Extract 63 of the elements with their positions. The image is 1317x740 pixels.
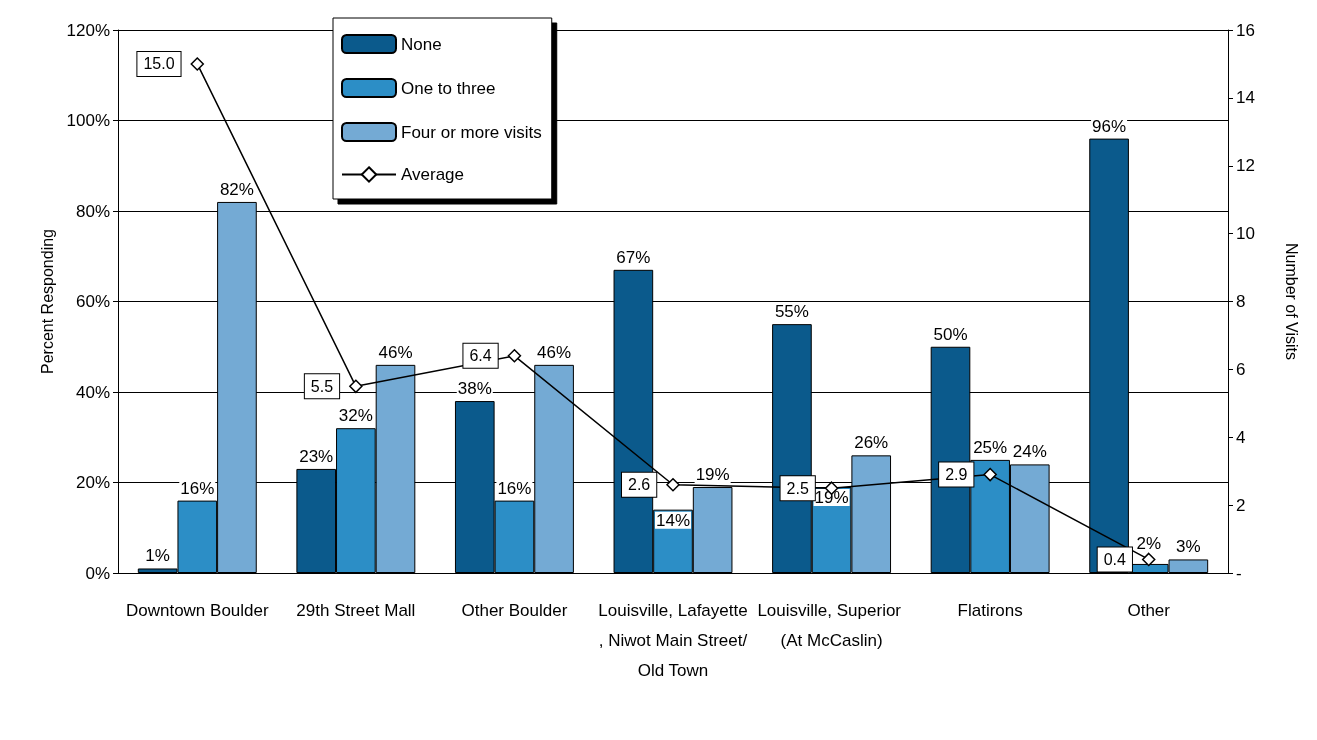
x-tick-label: Louisville, Lafayette, Niwot Main Street/Old Town [598, 600, 748, 680]
data-label: 2.6 [628, 476, 651, 494]
x-tick-label: 29th Street Mall [296, 600, 416, 620]
legend-label: Four or more visits [401, 122, 542, 142]
data-label: 32% [338, 406, 373, 426]
y2-tick-label: 10 [1236, 224, 1255, 244]
y-tick-label: 100% [66, 111, 110, 130]
y2-tick-label: 2 [1236, 495, 1246, 515]
y-tick-label: 40% [75, 382, 110, 402]
legend-label: None [401, 34, 442, 54]
y2-tick-label: 6 [1236, 359, 1246, 379]
data-label: 19% [695, 465, 730, 485]
point [666, 478, 680, 492]
data-label: 15.0 [143, 55, 175, 73]
data-label: 23% [299, 446, 334, 466]
legend-label: One to three [401, 78, 496, 98]
y2-tick-label: 16 [1236, 20, 1255, 40]
data-label: 3% [1176, 537, 1201, 557]
data-label: 55% [774, 302, 809, 322]
y-tick-label: 120% [66, 20, 110, 40]
data-label: 50% [933, 324, 968, 344]
y-tick-label: 20% [75, 473, 110, 492]
x-tick-label: Louisville, Superior (At McCaslin) [757, 600, 906, 650]
point [983, 467, 997, 482]
data-label: 26% [854, 433, 889, 453]
point [190, 57, 205, 71]
x-tick-label: Flatirons [957, 600, 1023, 620]
y2-tick-label: 12 [1236, 156, 1255, 176]
data-label: 24% [1012, 442, 1047, 462]
data-label: 14% [655, 510, 691, 530]
data-label: 67% [616, 247, 651, 267]
y2-axis-title: Number of Visits [1282, 242, 1300, 361]
y2-tick-label: 4 [1236, 427, 1246, 447]
data-label: 25% [973, 437, 1008, 457]
legend-label: Average [401, 165, 465, 184]
y2-tick-label: 14 [1236, 88, 1255, 108]
data-label: 5.5 [310, 377, 334, 395]
y-tick-label: 0% [85, 563, 110, 583]
data-label: 46% [537, 342, 572, 362]
y-tick-label: 80% [75, 201, 110, 221]
y-tick-label: 60% [75, 292, 110, 311]
data-label: 38% [457, 379, 492, 399]
y2-tick-label: - [1236, 563, 1242, 583]
data-label: 1% [145, 546, 170, 566]
data-label: 2.9 [945, 466, 968, 484]
data-label: 16% [497, 478, 532, 498]
x-tick-label: Other [1127, 600, 1171, 620]
x-tick-label: Other Boulder [461, 600, 568, 620]
y-axis-title: Percent Responding [39, 229, 57, 374]
point [1141, 552, 1156, 567]
x-tick-label: Downtown Boulder [125, 600, 269, 620]
point [507, 349, 522, 363]
data-label: 2% [1136, 534, 1161, 554]
data-label: 82% [219, 179, 254, 199]
data-label: 46% [378, 342, 413, 362]
point [349, 379, 363, 394]
data-label: 6.4 [469, 347, 492, 365]
data-label: 96% [1092, 116, 1127, 136]
y2-tick-label: 8 [1236, 292, 1246, 311]
data-label: 0.4 [1103, 550, 1127, 568]
data-label: 2.5 [786, 479, 809, 497]
data-label: 16% [180, 478, 215, 498]
data-label: 19% [814, 488, 849, 508]
